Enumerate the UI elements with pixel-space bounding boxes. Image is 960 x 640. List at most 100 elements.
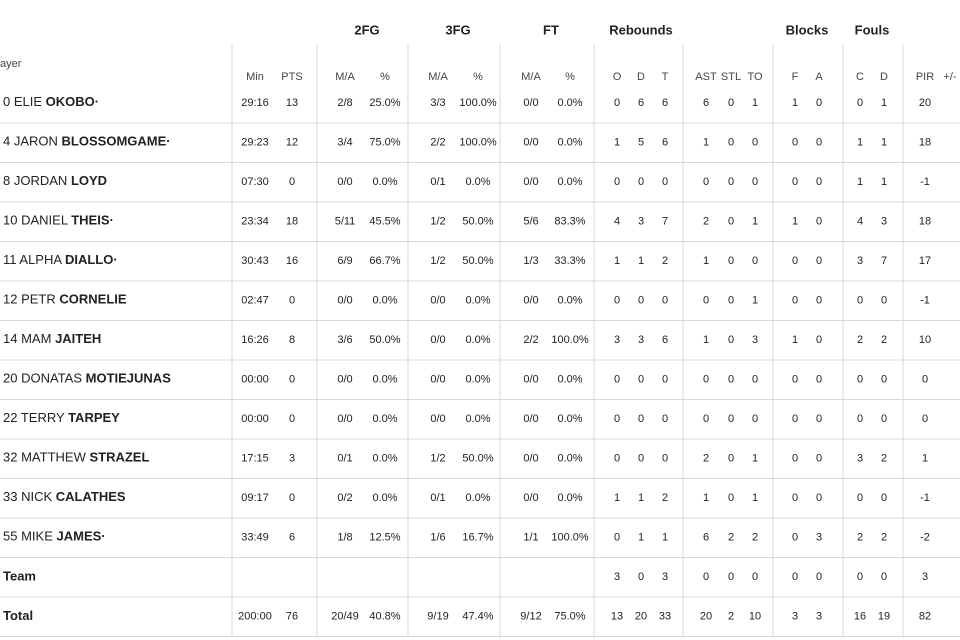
stat-cell: 8 <box>289 334 295 346</box>
group-header: Blocks <box>786 22 829 37</box>
stat-cell: 0 <box>792 571 798 583</box>
stat-cell: 0 <box>792 413 798 425</box>
stat-cell: 40.8% <box>369 610 400 622</box>
stat-cell: 5/11 <box>335 215 356 227</box>
stat-cell: 0.0% <box>372 413 397 425</box>
stat-cell: 0 <box>792 136 798 148</box>
stat-cell: 17 <box>919 255 931 267</box>
player-number: 33 <box>3 489 17 504</box>
first-name: DANIEL <box>21 213 68 228</box>
stat-cell: 1/1 <box>523 531 538 543</box>
stat-cell: 0/0 <box>523 176 538 188</box>
stat-cell: 1 <box>703 334 709 346</box>
stat-cell: 0/0 <box>430 413 445 425</box>
stat-cell: 6 <box>289 531 295 543</box>
stat-cell: 3 <box>614 571 620 583</box>
stat-cell: 0 <box>728 176 734 188</box>
stat-cell: 0.0% <box>372 373 397 385</box>
stat-cell: 100.0% <box>551 531 589 543</box>
stat-cell: 0 <box>792 492 798 504</box>
stat-cell: 50.0% <box>369 334 400 346</box>
stat-cell: 0 <box>662 294 668 306</box>
player-number: 22 <box>3 410 17 425</box>
stat-cell: 1 <box>792 334 798 346</box>
player-name: 12 PETR CORNELIE <box>3 292 127 307</box>
stat-cell: 0 <box>857 373 863 385</box>
stat-cell: 0 <box>289 176 295 188</box>
stat-cell: 0 <box>728 413 734 425</box>
stat-cell: 100.0% <box>459 136 497 148</box>
stat-cell: 3 <box>857 255 863 267</box>
stat-cell: 0/0 <box>523 97 538 109</box>
stat-cell: 4 <box>614 215 620 227</box>
first-name: ELIE <box>14 94 43 109</box>
stat-cell: 29:23 <box>241 136 269 148</box>
stat-cell: 6 <box>662 97 668 109</box>
column-header: +/- <box>943 71 956 83</box>
stat-cell: 2/8 <box>337 97 352 109</box>
stat-cell: -1 <box>920 176 930 188</box>
stat-cell: 0 <box>792 176 798 188</box>
stat-cell: 18 <box>286 215 298 227</box>
stat-cell: 0/0 <box>430 334 445 346</box>
stat-cell: 0 <box>662 413 668 425</box>
column-header: % <box>473 71 483 83</box>
column-header: C <box>856 71 864 83</box>
stat-cell: 0 <box>728 452 734 464</box>
stat-cell: 1/3 <box>523 255 538 267</box>
column-header: PIR <box>916 71 934 83</box>
first-name: ALPHA <box>19 252 62 267</box>
stat-cell: 0/2 <box>337 492 352 504</box>
stat-cell: 0.0% <box>557 136 582 148</box>
stat-cell: 1 <box>881 97 887 109</box>
stat-cell: 16 <box>286 255 298 267</box>
stat-cell: 1 <box>792 97 798 109</box>
stat-cell: 0 <box>881 492 887 504</box>
stat-cell: 18 <box>919 136 931 148</box>
stat-cell: 0 <box>881 294 887 306</box>
stat-cell: 0 <box>816 413 822 425</box>
stat-cell: 1/8 <box>337 531 352 543</box>
stat-cell: 10 <box>919 334 931 346</box>
stat-cell: 0 <box>816 136 822 148</box>
stat-cell: 2 <box>728 610 734 622</box>
stat-cell: 2 <box>857 531 863 543</box>
stat-cell: 0.0% <box>465 334 490 346</box>
stat-cell: 13 <box>286 97 298 109</box>
stat-cell: 1 <box>614 255 620 267</box>
stat-cell: 0 <box>816 215 822 227</box>
stat-cell: 0/0 <box>337 373 352 385</box>
stat-cell: 3 <box>816 531 822 543</box>
stat-cell: 0 <box>816 255 822 267</box>
stat-cell: 6 <box>638 97 644 109</box>
last-name: DIALLO· <box>65 252 118 267</box>
stat-cell: 18 <box>919 215 931 227</box>
stat-cell: 1 <box>638 492 644 504</box>
group-header: 2FG <box>354 22 379 37</box>
stat-cell: 0 <box>857 413 863 425</box>
stat-cell: 0 <box>728 215 734 227</box>
stat-cell: 07:30 <box>241 176 269 188</box>
player-name: 14 MAM JAITEH <box>3 331 101 346</box>
stat-cell: 2 <box>752 531 758 543</box>
stat-cell: 3 <box>638 215 644 227</box>
stat-cell: 33.3% <box>554 255 585 267</box>
stat-cell: 3 <box>752 334 758 346</box>
stat-cell: 0/0 <box>430 373 445 385</box>
stat-cell: 3 <box>816 610 822 622</box>
stat-cell: 7 <box>662 215 668 227</box>
player-header: ayer <box>0 58 22 70</box>
stat-cell: 0 <box>289 413 295 425</box>
stat-cell: 0 <box>816 571 822 583</box>
stat-cell: 09:17 <box>241 492 269 504</box>
player-number: 10 <box>3 213 17 228</box>
stat-cell: 0 <box>728 136 734 148</box>
stat-cell: 0.0% <box>465 413 490 425</box>
stat-cell: 0 <box>816 97 822 109</box>
stat-cell: 0 <box>792 373 798 385</box>
stat-cell: 0 <box>703 176 709 188</box>
stat-cell: 1/2 <box>430 215 445 227</box>
stat-cell: 50.0% <box>462 452 493 464</box>
stat-cell: 1 <box>638 531 644 543</box>
